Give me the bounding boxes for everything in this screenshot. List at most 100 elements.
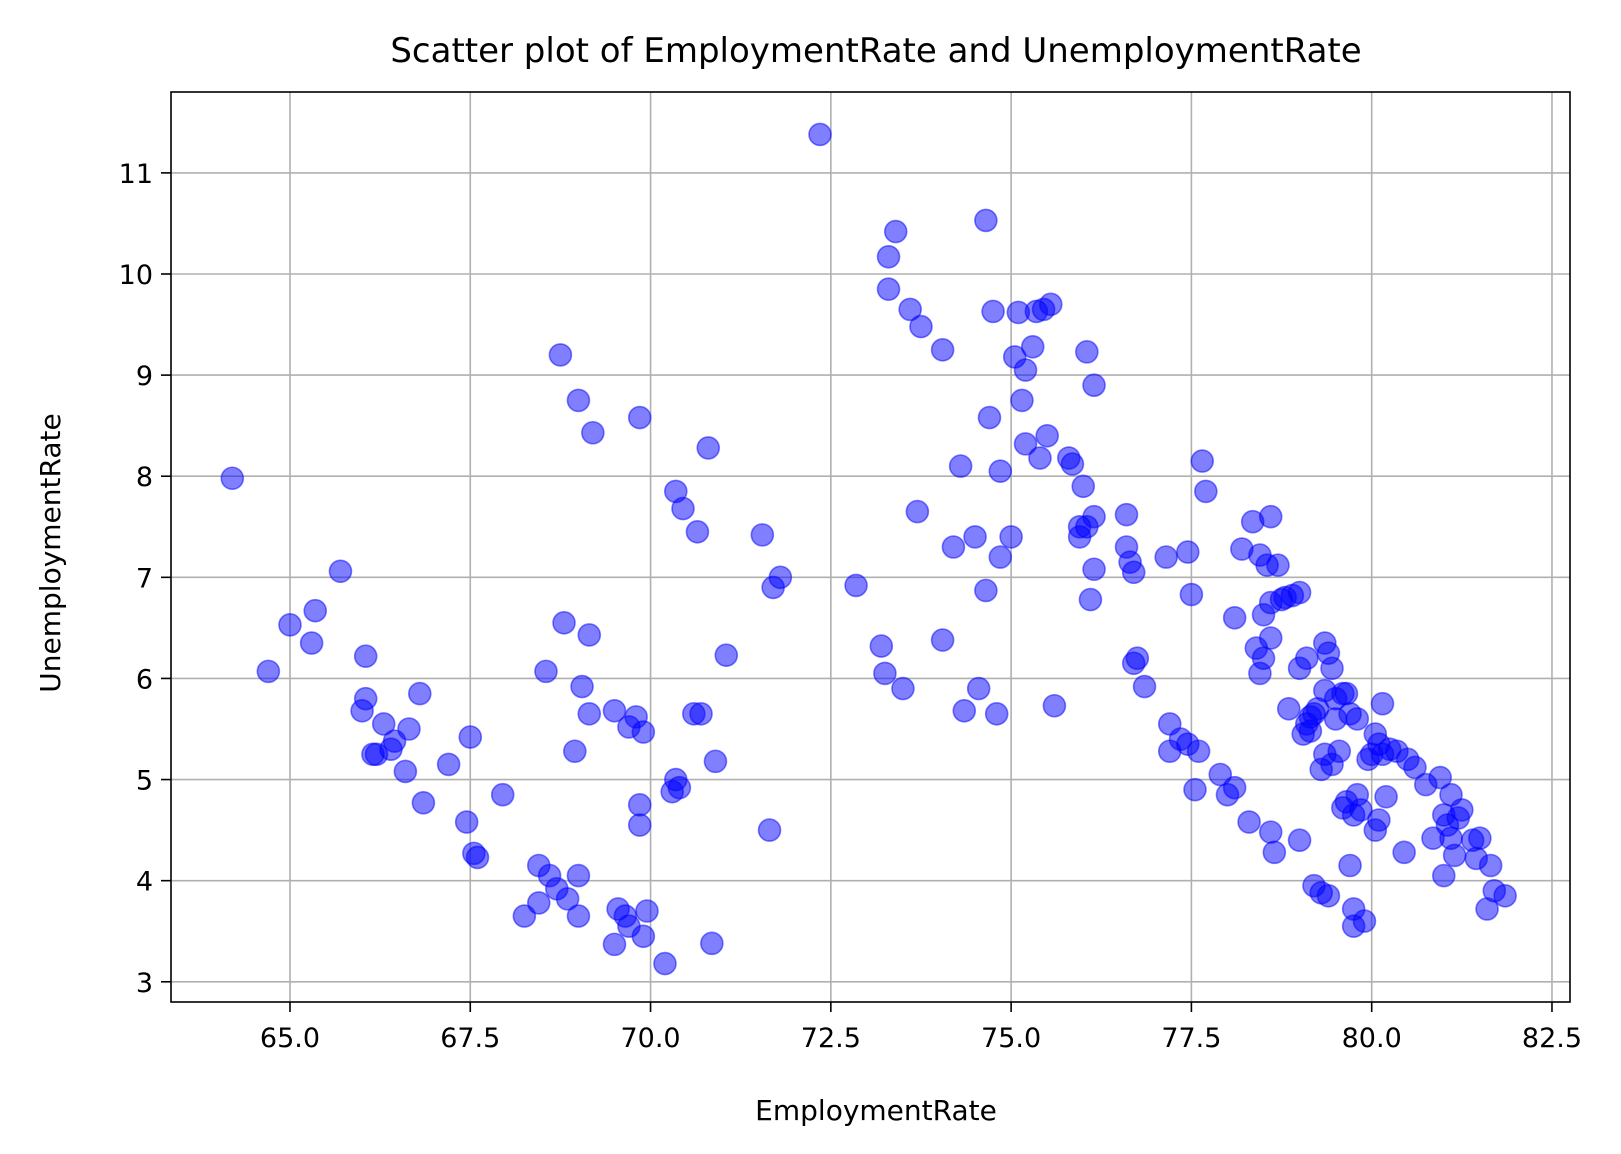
data-point: [1010, 388, 1034, 413]
data-point: [627, 405, 652, 430]
y-tick-label: 7: [136, 563, 153, 594]
x-tick-label: 82.5: [1522, 1023, 1582, 1054]
data-point: [627, 793, 652, 817]
data-point: [1082, 373, 1106, 398]
y-tick-label: 8: [136, 462, 153, 493]
data-point: [685, 520, 710, 544]
data-point: [1316, 884, 1341, 908]
data-point: [984, 702, 1009, 726]
data-point: [328, 559, 353, 584]
data-point: [602, 698, 627, 723]
data-point: [566, 388, 591, 413]
data-point: [988, 545, 1013, 569]
data-point: [256, 659, 281, 684]
data-point: [808, 122, 832, 147]
x-tick-label: 75.0: [981, 1023, 1041, 1054]
data-point: [974, 208, 998, 233]
y-tick-label: 3: [136, 968, 153, 999]
data-point: [700, 931, 724, 956]
data-point: [1060, 452, 1085, 476]
data-point: [1320, 656, 1344, 681]
data-point: [1287, 828, 1312, 853]
data-point: [876, 245, 901, 269]
data-point: [1186, 739, 1211, 764]
data-point: [581, 420, 605, 445]
y-tick-label: 10: [119, 260, 153, 291]
data-point: [714, 643, 739, 667]
data-point: [941, 535, 966, 559]
y-tick-label: 6: [136, 664, 153, 695]
data-point: [303, 598, 328, 623]
data-point: [653, 951, 677, 976]
data-point: [869, 634, 894, 658]
data-point: [1493, 884, 1517, 908]
data-point: [1013, 358, 1038, 382]
data-point: [635, 899, 659, 923]
data-point: [1428, 765, 1452, 790]
data-point: [1258, 626, 1283, 650]
data-point: [1082, 557, 1106, 582]
data-point: [577, 623, 602, 647]
data-point: [750, 523, 775, 547]
data-point: [1334, 681, 1359, 706]
data-point: [1082, 504, 1106, 529]
data-point: [555, 887, 580, 911]
data-point: [1367, 808, 1391, 832]
data-point: [873, 661, 897, 686]
data-point: [952, 698, 977, 723]
data-point: [667, 775, 692, 800]
data-point: [1450, 798, 1474, 822]
data-point: [963, 525, 987, 549]
data-point: [577, 702, 602, 726]
data-point: [1035, 423, 1059, 448]
data-point: [411, 791, 436, 815]
data-point: [757, 818, 782, 842]
data-point: [220, 466, 245, 491]
data-point: [490, 782, 515, 807]
x-axis-label: EmploymentRate: [755, 1094, 997, 1127]
data-point: [1190, 449, 1215, 473]
data-point: [1392, 840, 1416, 865]
data-point: [948, 454, 973, 478]
data-point: [876, 277, 901, 301]
data-point: [1020, 334, 1045, 359]
data-point: [1121, 560, 1146, 585]
data-point: [1262, 840, 1287, 865]
data-point: [1258, 820, 1283, 844]
x-tick-label: 70.0: [620, 1023, 680, 1054]
data-point: [1338, 853, 1362, 878]
data-point: [883, 219, 908, 244]
data-point: [1287, 580, 1312, 605]
data-point: [1028, 446, 1052, 470]
data-point: [1222, 775, 1247, 800]
y-tick-label: 5: [136, 766, 153, 797]
data-point: [1345, 707, 1370, 731]
data-point: [627, 813, 652, 837]
data-point: [703, 749, 728, 774]
data-point: [1125, 646, 1150, 671]
data-point: [1349, 798, 1373, 822]
data-point: [1442, 843, 1467, 868]
data-point: [353, 686, 378, 711]
data-point: [1194, 479, 1218, 504]
grid-lines: [171, 92, 1570, 1002]
data-point: [353, 644, 378, 669]
data-point: [1478, 853, 1503, 878]
data-points: [220, 122, 1517, 976]
data-point: [1222, 605, 1247, 630]
x-tick-label: 65.0: [260, 1023, 320, 1054]
data-point: [1266, 553, 1290, 578]
data-point: [552, 611, 576, 635]
data-point: [1432, 863, 1456, 888]
data-point: [1179, 582, 1204, 607]
data-point: [1403, 755, 1427, 780]
x-tick-label: 67.5: [440, 1023, 500, 1054]
data-point: [844, 573, 868, 598]
data-point: [696, 436, 721, 460]
data-point: [1374, 784, 1398, 809]
data-point: [602, 932, 627, 957]
data-point: [407, 681, 432, 706]
data-point: [548, 343, 573, 367]
data-point: [1071, 474, 1096, 499]
data-point: [566, 863, 591, 888]
